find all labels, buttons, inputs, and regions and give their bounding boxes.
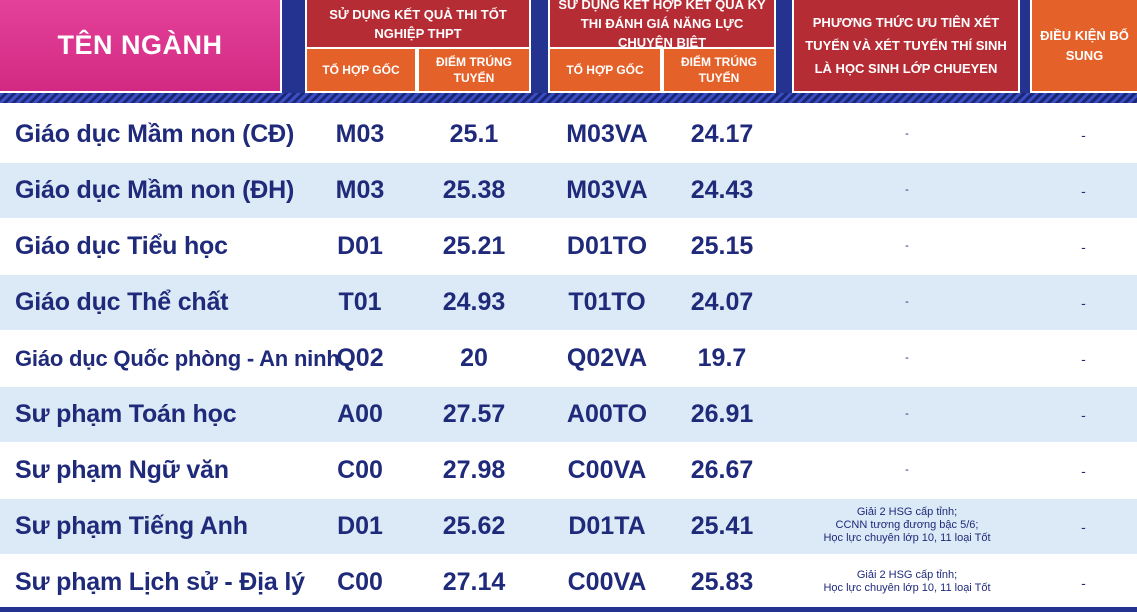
header-ten-nganh: TÊN NGÀNH [0,0,282,93]
thpt-diem-trung-tuyen: 24.93 [442,288,506,316]
uu-tien-cell: - [905,184,909,196]
major-name: Giáo dục Mầm non (CĐ) [15,120,295,148]
thpt-to-hop-goc: D01 [337,512,383,540]
uu-tien-cell: Giải 2 HSG cấp tỉnh; CCNN tương đương bậc… [823,506,991,544]
dgnl-to-hop-goc: M03VA [566,176,648,204]
table-row: Giáo dục Tiểu học D01 25.21 D01TO 25.15 - - [0,219,1137,275]
thpt-to-hop-goc: D01 [337,232,383,260]
dgnl-to-hop-goc: Q02VA [566,344,648,372]
thpt-to-hop-goc: C00 [337,456,383,484]
uu-tien-cell: - [905,352,909,364]
dgnl-to-hop-goc: T01TO [568,288,646,316]
thpt-diem-trung-tuyen: 25.38 [442,176,506,204]
dgnl-diem-trung-tuyen: 24.43 [690,176,754,204]
major-name: Sư phạm Lịch sử - Địa lý [15,568,305,596]
uu-tien-cell: - [905,296,909,308]
table-row: Sư phạm Toán học A00 27.57 A00TO 26.91 - - [0,387,1137,443]
dieu-kien-cell: - [1081,182,1086,199]
thpt-to-hop-goc: C00 [337,568,383,596]
dgnl-to-hop-goc: C00VA [567,456,647,484]
dgnl-diem-trung-tuyen: 19.7 [697,344,747,372]
table-row: Sư phạm Lịch sử - Địa lý C00 27.14 C00VA 25.… [0,555,1137,611]
thpt-diem-trung-tuyen: 27.57 [442,400,506,428]
table-body: Giáo dục Mầm non (CĐ) M03 25.1 M03VA 24.17 - -… [0,107,1137,611]
major-name: Sư phạm Ngữ văn [15,456,229,484]
thpt-diem-trung-tuyen: 20 [460,344,488,372]
dgnl-to-hop-goc: A00TO [566,400,648,428]
thpt-diem-trung-tuyen: 27.14 [442,568,506,596]
thpt-to-hop-goc: T01 [338,288,382,316]
thpt-diem-trung-tuyen: 25.62 [442,512,506,540]
table-row: Giáo dục Quốc phòng - An ninh Q02 20 Q02VA 1… [0,331,1137,387]
dgnl-diem-trung-tuyen: 25.41 [690,512,754,540]
thpt-to-hop-goc: M03 [335,120,385,148]
thpt-diem-trung-tuyen: 27.98 [442,456,506,484]
dieu-kien-cell: - [1081,406,1086,423]
dieu-kien-cell: - [1081,126,1086,143]
dgnl-to-hop-goc: D01TO [566,232,648,260]
table-header: TÊN NGÀNH SỬ DỤNG KẾT QUẢ THI TỐT NGHIỆP… [0,0,1137,103]
table-row: Giáo dục Thể chất T01 24.93 T01TO 24.07 - - [0,275,1137,331]
dieu-kien-cell: - [1081,350,1086,367]
header-thpt-to-hop-goc: TỔ HỢP GỐC [305,49,417,93]
major-name: Giáo dục Mầm non (ĐH) [15,176,295,204]
dieu-kien-cell: - [1081,518,1086,535]
major-name: Giáo dục Tiểu học [15,232,228,260]
table-bottom-border [0,607,1137,612]
major-name: Giáo dục Quốc phòng - An ninh [15,345,340,371]
table-row: Sư phạm Ngữ văn C00 27.98 C00VA 26.67 - - [0,443,1137,499]
table-row: Sư phạm Tiếng Anh D01 25.62 D01TA 25.41 Giải … [0,499,1137,555]
thpt-diem-trung-tuyen: 25.1 [449,120,499,148]
major-name: Sư phạm Toán học [15,400,237,428]
dieu-kien-cell: - [1081,238,1086,255]
header-dgnl-to-hop-goc: TỔ HỢP GỐC [548,49,662,93]
dgnl-to-hop-goc: D01TA [568,512,646,540]
major-name: Sư phạm Tiếng Anh [15,512,248,540]
uu-tien-cell: - [905,240,909,252]
header-thpt-diem-trung-tuyen: ĐIỂM TRÚNG TUYỂN [417,49,531,93]
dgnl-diem-trung-tuyen: 26.67 [690,456,754,484]
dgnl-to-hop-goc: C00VA [567,568,647,596]
thpt-to-hop-goc: M03 [335,176,385,204]
header-dieu-kien: ĐIỀU KIỆN BỔ SUNG [1030,0,1137,93]
header-dgnl-group: SỬ DỤNG KẾT HỢP KẾT QUẢ KỲ THI ĐÁNH GIÁ … [548,0,776,50]
dgnl-to-hop-goc: M03VA [566,120,648,148]
dieu-kien-cell: - [1081,574,1086,591]
major-name: Giáo dục Thể chất [15,288,229,316]
dieu-kien-cell: - [1081,294,1086,311]
uu-tien-cell: - [905,408,909,420]
dgnl-diem-trung-tuyen: 24.17 [690,120,754,148]
uu-tien-cell: Giải 2 HSG cấp tỉnh; Học lực chuyên lớp 1… [823,569,991,594]
header-dgnl-diem-trung-tuyen: ĐIỂM TRÚNG TUYỂN [662,49,776,93]
uu-tien-cell: - [905,464,909,476]
dgnl-diem-trung-tuyen: 25.83 [690,568,754,596]
thpt-diem-trung-tuyen: 25.21 [442,232,506,260]
thpt-to-hop-goc: Q02 [336,344,384,372]
dgnl-diem-trung-tuyen: 26.91 [690,400,754,428]
header-uu-tien: PHƯƠNG THỨC ƯU TIÊN XÉT TUYỂN VÀ XÉT TUY… [792,0,1020,93]
dieu-kien-cell: - [1081,462,1086,479]
table-row: Giáo dục Mầm non (CĐ) M03 25.1 M03VA 24.17 - - [0,107,1137,163]
table-row: Giáo dục Mầm non (ĐH) M03 25.38 M03VA 24.43 -… [0,163,1137,219]
dgnl-diem-trung-tuyen: 25.15 [690,232,754,260]
uu-tien-cell: - [905,128,909,140]
thpt-to-hop-goc: A00 [337,400,383,428]
dgnl-diem-trung-tuyen: 24.07 [690,288,754,316]
header-thpt-group: SỬ DỤNG KẾT QUẢ THI TỐT NGHIỆP THPT [305,0,531,49]
header-stripe-decoration [0,93,1137,103]
